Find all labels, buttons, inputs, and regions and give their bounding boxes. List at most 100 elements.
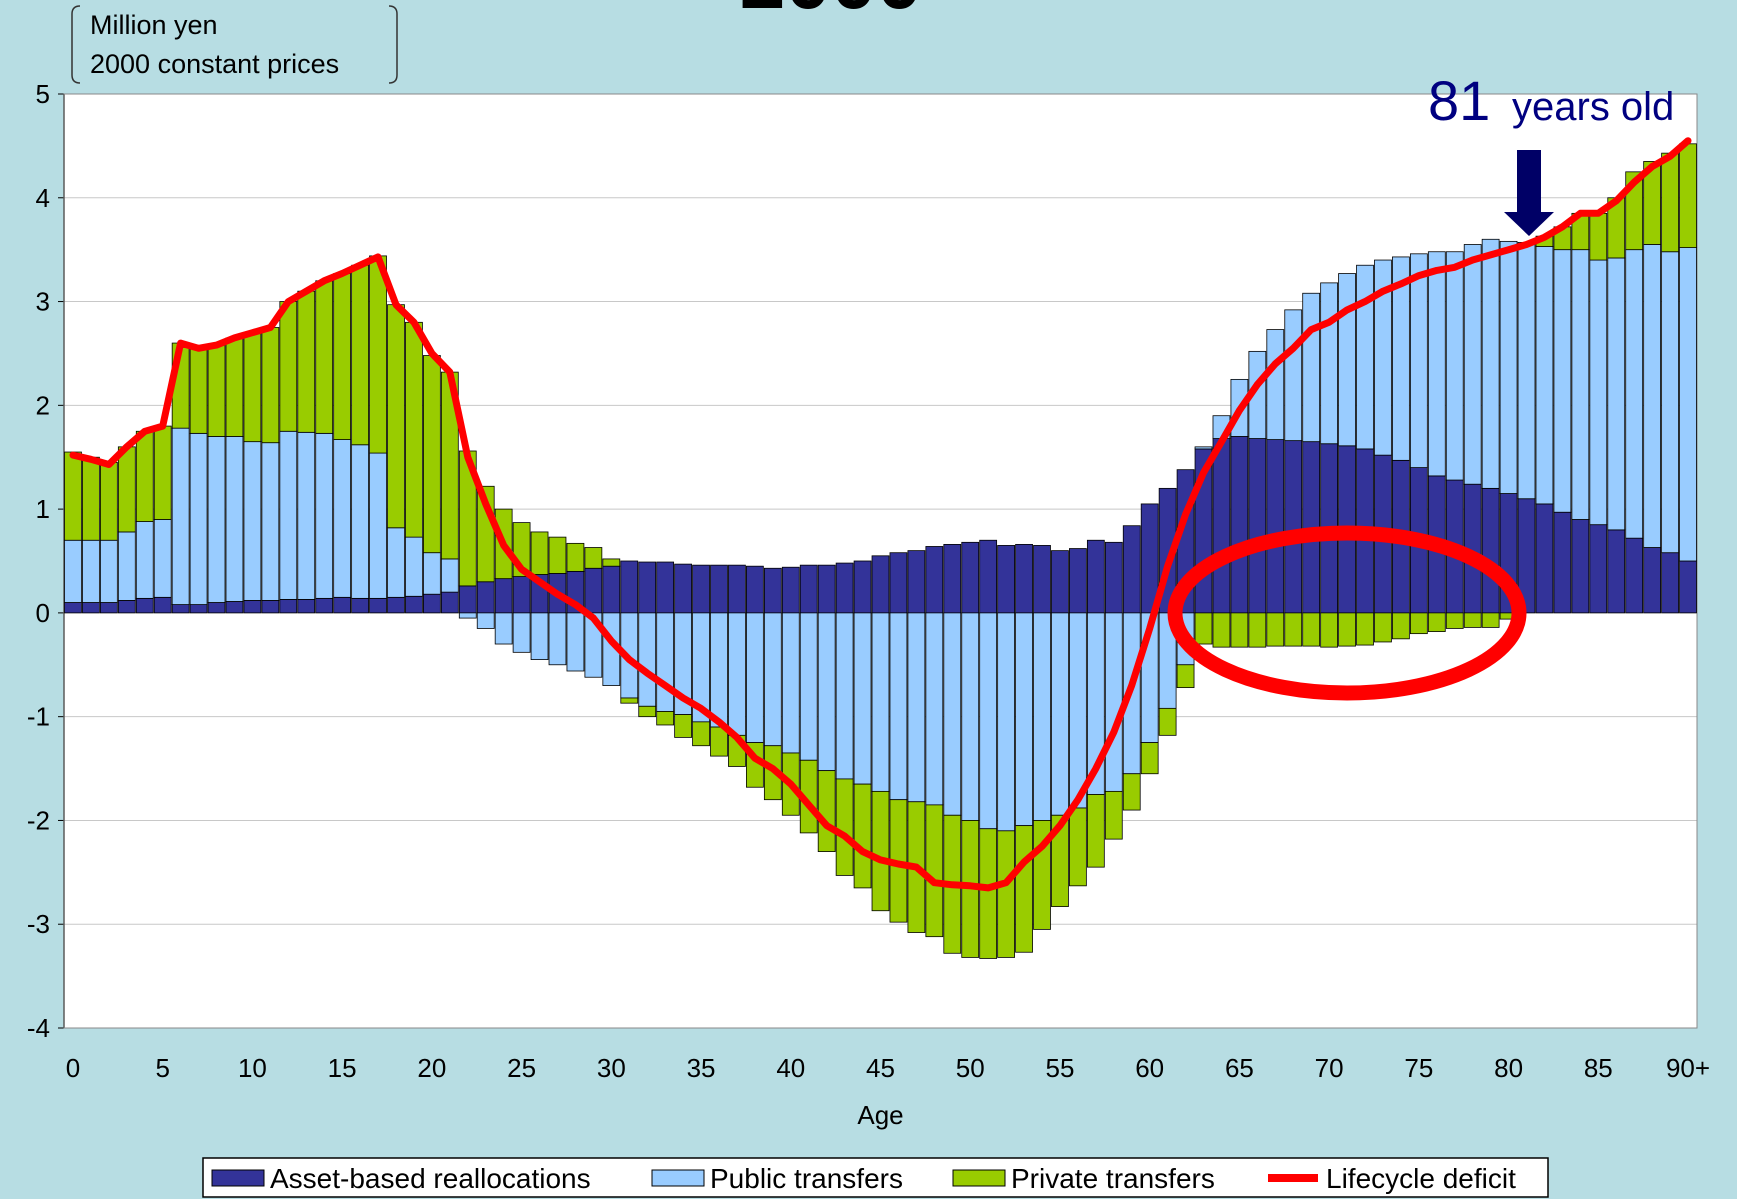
bar <box>153 519 172 598</box>
bar <box>1015 543 1033 614</box>
bar <box>476 612 495 629</box>
bar <box>1679 143 1697 248</box>
bar <box>853 783 872 889</box>
bar <box>458 585 477 614</box>
bar <box>907 550 926 614</box>
bar <box>387 527 405 598</box>
legend-label: Lifecycle deficit <box>1326 1163 1516 1194</box>
bar <box>225 337 244 437</box>
bar <box>351 444 369 599</box>
x-tick-label: 65 <box>1225 1053 1254 1083</box>
bar <box>1643 161 1662 245</box>
bar <box>763 612 782 747</box>
bar <box>620 560 639 614</box>
bar <box>1445 251 1464 481</box>
bar <box>799 564 818 614</box>
y-tick-label: 1 <box>36 494 50 524</box>
bar <box>781 566 800 614</box>
bar <box>602 558 621 567</box>
bar <box>405 536 423 597</box>
bar <box>656 711 675 726</box>
bar <box>1122 773 1141 811</box>
arrow <box>1504 150 1554 236</box>
x-tick-label: 35 <box>687 1053 716 1083</box>
bar <box>99 462 118 541</box>
bar <box>1409 612 1428 635</box>
bar <box>1374 612 1392 643</box>
x-tick-label: 85 <box>1584 1053 1613 1083</box>
bar <box>1069 548 1087 614</box>
bar <box>351 264 369 446</box>
bar <box>315 597 334 614</box>
legend-box <box>202 1157 1549 1198</box>
y-tick-label: -4 <box>27 1013 50 1043</box>
bar <box>925 546 944 614</box>
bar <box>333 439 352 598</box>
bar <box>692 721 710 747</box>
bar <box>530 531 549 575</box>
bar <box>1643 244 1662 548</box>
annotation: years old <box>1512 85 1674 129</box>
bar <box>961 541 980 614</box>
bar <box>135 597 154 614</box>
bar <box>171 604 190 614</box>
y-tick-label: 4 <box>36 183 50 213</box>
bar <box>1266 439 1285 614</box>
bar <box>710 564 728 614</box>
bar <box>243 600 262 614</box>
x-tick-label: 90+ <box>1666 1053 1710 1083</box>
bar <box>1086 794 1105 868</box>
legend-label: Private transfers <box>1011 1163 1215 1194</box>
bar <box>458 612 477 619</box>
bar <box>1284 612 1303 647</box>
bar <box>261 600 280 614</box>
annotation: 81 <box>1428 69 1490 132</box>
bar <box>1122 525 1141 614</box>
bar <box>369 255 387 454</box>
bar <box>297 598 316 614</box>
x-axis-label: Age <box>857 1100 903 1130</box>
bar <box>656 561 675 614</box>
bar <box>1051 814 1069 907</box>
bar <box>512 576 531 614</box>
bar <box>817 770 836 852</box>
bar <box>1104 541 1123 614</box>
bar <box>1481 487 1500 614</box>
legend-label: Public transfers <box>710 1163 903 1194</box>
bar <box>476 581 495 614</box>
bar <box>1661 251 1679 554</box>
bar <box>207 602 226 614</box>
bar <box>1463 612 1482 628</box>
bar <box>638 705 657 718</box>
bar <box>189 604 208 614</box>
bar <box>1625 537 1644 614</box>
bar <box>1463 244 1482 485</box>
bar <box>1212 438 1231 614</box>
bar <box>1051 612 1069 816</box>
bar <box>1427 612 1446 632</box>
bar <box>853 612 872 785</box>
x-tick-label: 75 <box>1404 1053 1433 1083</box>
legend-swatch <box>1268 1174 1318 1182</box>
bar <box>440 591 459 614</box>
bar <box>692 564 710 614</box>
bar <box>189 347 208 434</box>
bar <box>835 778 854 876</box>
legend-label: Asset-based reallocations <box>270 1163 591 1194</box>
bar <box>1069 612 1087 809</box>
bar <box>99 602 118 614</box>
bar <box>189 432 208 605</box>
bar <box>763 567 782 614</box>
bar <box>1445 612 1464 629</box>
line <box>69 137 1692 892</box>
bar <box>602 565 621 614</box>
bar <box>1589 259 1608 526</box>
x-tick-label: 0 <box>66 1053 80 1083</box>
bar <box>548 612 567 666</box>
bar <box>1338 273 1356 447</box>
bar <box>1015 612 1033 827</box>
highlight-ellipse <box>1167 525 1527 701</box>
bar <box>351 597 369 614</box>
bar <box>835 612 854 780</box>
bar <box>333 596 352 614</box>
